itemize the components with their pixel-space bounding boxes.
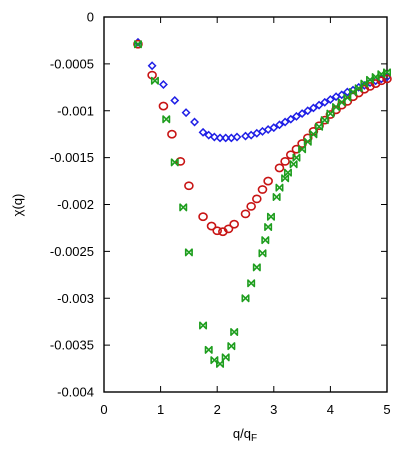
y-tick-label: -0.0035 bbox=[50, 338, 94, 353]
circle-point bbox=[382, 74, 392, 84]
y-tick-label: -0.001 bbox=[57, 103, 94, 118]
bowtie-point bbox=[283, 168, 292, 177]
diamond-point bbox=[209, 132, 219, 142]
bowtie-point bbox=[303, 137, 312, 146]
diamond-point bbox=[297, 109, 307, 119]
diamond-point bbox=[158, 80, 168, 89]
circle-point bbox=[240, 209, 251, 219]
y-tick-label: -0.004 bbox=[57, 385, 94, 400]
y-tick-label: -0.003 bbox=[57, 291, 94, 306]
bowtie-point bbox=[162, 115, 171, 124]
diamond-point bbox=[308, 103, 318, 113]
diamond-point bbox=[147, 61, 157, 71]
bowtie-point bbox=[170, 158, 179, 167]
diamond-point bbox=[314, 100, 324, 110]
bowtie-point bbox=[266, 212, 275, 221]
diamond-point bbox=[170, 95, 180, 105]
x-tick-label: 4 bbox=[327, 402, 334, 417]
bowtie-point bbox=[298, 145, 307, 154]
bowtie-point bbox=[281, 174, 290, 183]
x-axis-label: q/qF bbox=[233, 426, 257, 444]
circle-point bbox=[206, 221, 217, 231]
bowtie-point bbox=[184, 248, 193, 257]
circle-point bbox=[263, 176, 273, 186]
x-tick-label: 0 bbox=[100, 402, 107, 417]
y-tick-label: -0.0025 bbox=[50, 244, 94, 259]
y-tick-label: -0.002 bbox=[57, 197, 94, 212]
axis-ticks: 0 1 2 3 4 5 0 -0.0005 -0.001 -0.0015 -0.002 -0.0025… bbox=[50, 10, 391, 418]
y-axis-label: χ(q) bbox=[10, 194, 25, 217]
bowtie-point bbox=[320, 116, 329, 125]
bowtie-point bbox=[272, 193, 281, 201]
circle-point bbox=[223, 224, 234, 234]
plot-frame bbox=[103, 16, 388, 393]
diamond-point bbox=[221, 133, 231, 143]
bowtie-point bbox=[210, 356, 219, 365]
x-tick-label: 5 bbox=[383, 402, 390, 417]
diamond-point bbox=[232, 132, 242, 142]
bowtie-point bbox=[258, 249, 267, 258]
circle-point bbox=[252, 194, 262, 204]
circle-point bbox=[376, 76, 387, 86]
bowtie-point bbox=[289, 160, 298, 169]
bowtie-point bbox=[204, 345, 213, 354]
circle-point bbox=[246, 201, 256, 211]
y-tick-label: -0.0015 bbox=[50, 150, 94, 165]
circle-point bbox=[198, 212, 208, 222]
circle-point bbox=[167, 129, 177, 139]
bowtie-point bbox=[133, 40, 142, 49]
bowtie-point bbox=[264, 223, 273, 231]
circle-point bbox=[184, 181, 194, 191]
bowtie-point bbox=[150, 76, 159, 85]
bowtie-point bbox=[227, 342, 236, 351]
circle-point bbox=[158, 101, 169, 111]
bowtie-point bbox=[230, 328, 239, 336]
diamond-point bbox=[274, 120, 284, 130]
diamond-point bbox=[286, 114, 296, 124]
diamond-point bbox=[325, 95, 335, 104]
bowtie-point bbox=[252, 263, 261, 272]
y-tick-label: -0.0005 bbox=[50, 56, 94, 71]
bowtie-point bbox=[292, 153, 301, 162]
x-tick-label: 1 bbox=[157, 402, 164, 417]
circle-point bbox=[291, 144, 302, 154]
data-marks bbox=[133, 37, 392, 368]
bowtie-point bbox=[247, 279, 256, 288]
bowtie-point bbox=[241, 294, 250, 303]
diamond-point bbox=[215, 133, 225, 143]
bowtie-point bbox=[221, 353, 230, 362]
diamond-point bbox=[181, 108, 191, 118]
diamond-point bbox=[280, 117, 290, 127]
bowtie-point bbox=[261, 236, 270, 245]
circle-point bbox=[229, 219, 239, 229]
bowtie-point bbox=[275, 183, 284, 192]
diamond-point bbox=[303, 106, 313, 116]
diamond-point bbox=[269, 123, 279, 133]
bowtie-point bbox=[179, 203, 188, 212]
circle-point bbox=[285, 150, 296, 160]
diamond-point bbox=[190, 117, 200, 127]
bowtie-point bbox=[199, 321, 208, 330]
diamond-point bbox=[204, 130, 214, 140]
circle-point bbox=[274, 163, 285, 173]
diamond-point bbox=[198, 127, 208, 137]
circle-point bbox=[212, 226, 222, 236]
y-tick-label: 0 bbox=[87, 10, 94, 25]
x-tick-label: 3 bbox=[270, 402, 277, 417]
x-tick-label: 2 bbox=[214, 402, 221, 417]
diamond-point bbox=[320, 97, 330, 107]
circle-point bbox=[280, 156, 290, 166]
diamond-point bbox=[291, 111, 301, 121]
circle-point bbox=[257, 185, 268, 194]
bowtie-point bbox=[383, 68, 391, 77]
bowtie-point bbox=[309, 130, 318, 139]
